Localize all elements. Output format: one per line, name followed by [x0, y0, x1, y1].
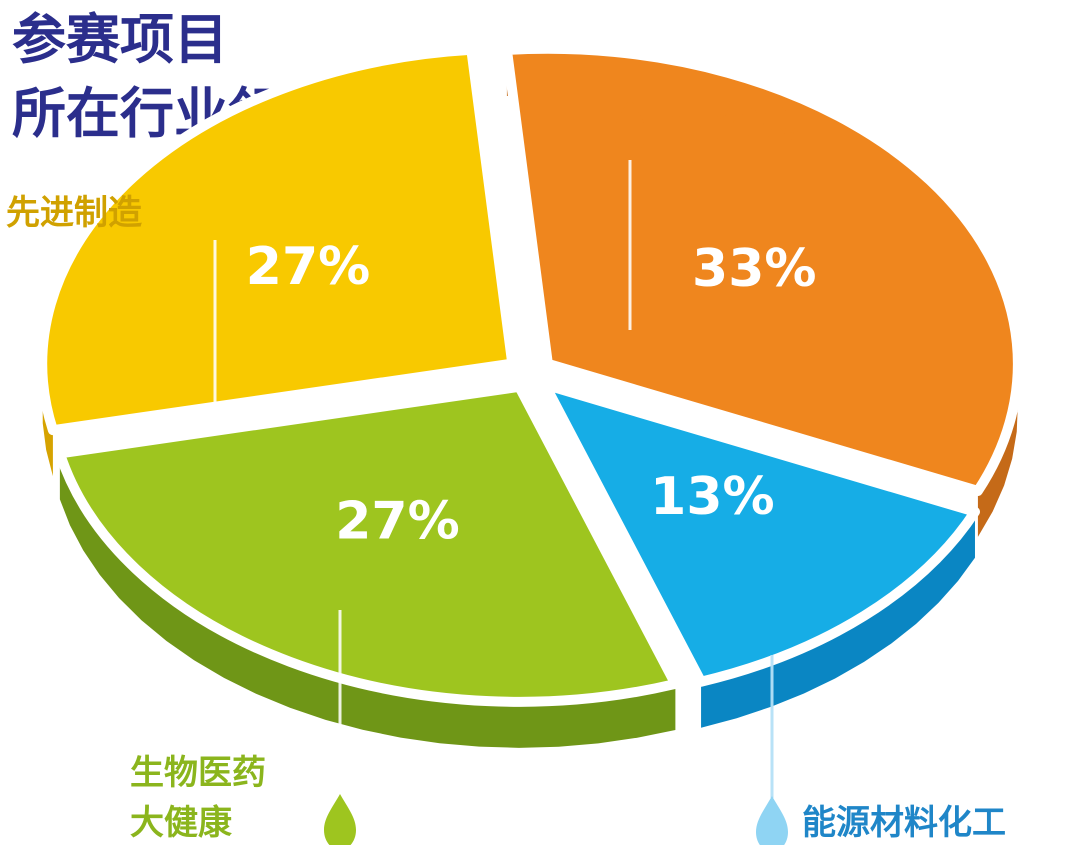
slice-value-label-2: 13% [650, 467, 774, 527]
slice-value-label-3: 27% [335, 491, 459, 551]
legend-label-3-1: 生物医药 [130, 753, 266, 793]
slice-label-layer: 33% 13% 27% 27% [246, 237, 817, 551]
legend-label-2-1: 能源材料化工 [802, 803, 1006, 843]
legend-label-3-2: 大健康 [130, 803, 232, 843]
legend-pin-icon-1 [614, 98, 646, 154]
pie-slice-side-2 [701, 511, 975, 728]
slice-value-label-4: 27% [246, 237, 370, 297]
legend-item-4: 先进制造 [6, 182, 231, 410]
pie-slice-4 [37, 44, 518, 436]
chart-title-line-1: 参赛项目 [12, 8, 228, 71]
slice-value-label-1: 33% [692, 239, 816, 299]
legend-pin-icon-2 [756, 796, 788, 845]
legend-pin-icon-3 [324, 794, 356, 845]
legend-item-2: 能源材料化工 [756, 655, 1006, 845]
legend-label-4-1: 先进制造 [6, 193, 142, 233]
pie-slice-2 [539, 379, 980, 687]
pie-slice-3 [54, 381, 681, 707]
pie-slice-1 [501, 43, 1023, 496]
legend-item-1: 电子信息 [614, 98, 801, 330]
legend-label-1-1: 电子信息 [665, 106, 801, 146]
legend-pin-icon-4 [199, 182, 231, 238]
slice-top-layer [37, 43, 1023, 707]
